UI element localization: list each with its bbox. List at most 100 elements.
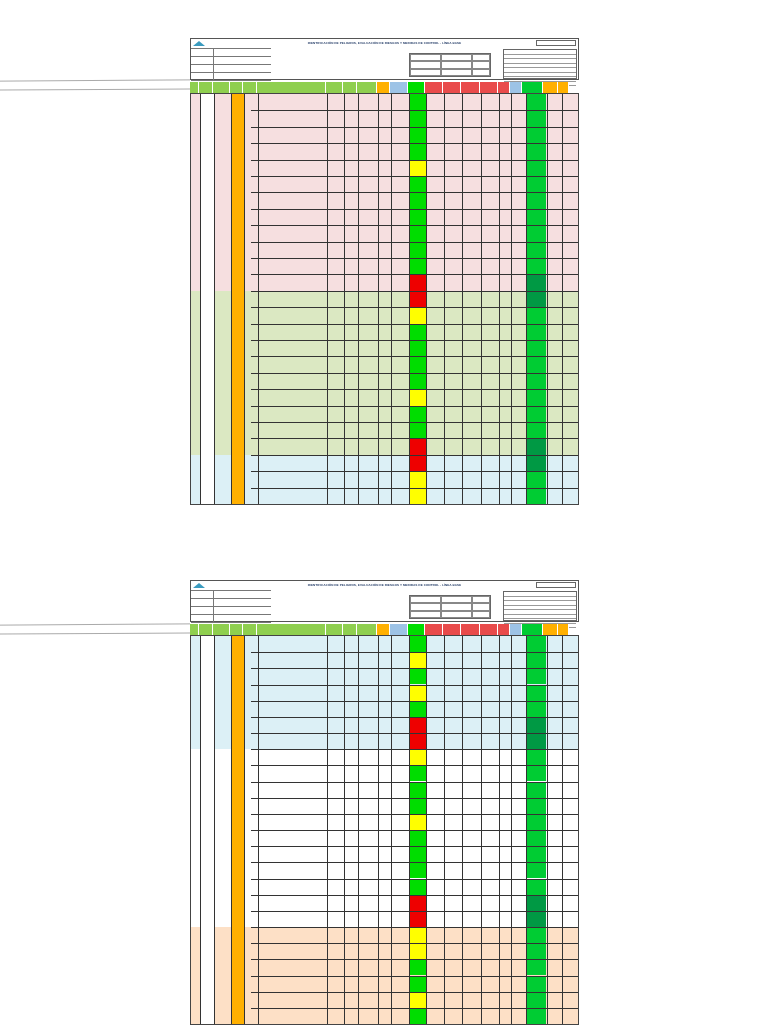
- row-divider: [251, 668, 578, 670]
- risk-level-cell: [409, 274, 426, 291]
- residual-risk-cell: [526, 636, 546, 653]
- residual-risk-cell: [526, 830, 546, 847]
- row-divider: [251, 1007, 578, 1009]
- risk-level-cell: [409, 668, 426, 685]
- sheet-header: IDENTIFICACIÓN DE PELIGROS, EVALUACIÓN D…: [190, 580, 579, 628]
- column-divider: [444, 94, 445, 504]
- column-divider: [426, 636, 427, 1024]
- risk-level-cell: [409, 781, 426, 798]
- column-divider: [409, 94, 410, 504]
- column-divider: [258, 94, 259, 504]
- row-divider: [251, 765, 578, 767]
- risk-level-cell: [409, 176, 426, 193]
- risk-level-cell: [409, 813, 426, 830]
- company-logo-icon: [193, 583, 205, 588]
- risk-level-cell: [409, 225, 426, 242]
- row-divider: [251, 274, 578, 276]
- risk-level-cell: [409, 192, 426, 209]
- risk-level-cell: [409, 405, 426, 422]
- row-divider: [251, 975, 578, 977]
- column-divider: [378, 94, 379, 504]
- risk-level-cell: [409, 733, 426, 750]
- row-divider: [251, 700, 578, 702]
- row-divider: [251, 862, 578, 864]
- company-logo-icon: [193, 41, 205, 46]
- row-divider: [251, 830, 578, 831]
- risk-level-cell: [409, 258, 426, 275]
- column-divider: [562, 94, 563, 504]
- residual-risk-cell: [526, 274, 546, 291]
- residual-risk-cell: [526, 225, 546, 242]
- residual-risk-cell: [526, 389, 546, 406]
- residual-risk-cell: [526, 471, 546, 488]
- row-divider: [251, 307, 578, 308]
- column-divider: [462, 94, 463, 504]
- residual-risk-cell: [526, 110, 546, 127]
- column-divider: [547, 636, 548, 1024]
- column-divider: [231, 636, 232, 1024]
- residual-risk-cell: [526, 94, 546, 111]
- sheet-title: IDENTIFICACIÓN DE PELIGROS, EVALUACIÓN D…: [307, 583, 462, 587]
- row-divider: [251, 192, 578, 194]
- risk-level-cell: [409, 830, 426, 847]
- column-divider: [526, 94, 527, 504]
- row-divider: [251, 910, 578, 912]
- connector-line-2: [0, 88, 191, 91]
- row-divider: [251, 454, 578, 456]
- residual-risk-cell: [526, 797, 546, 814]
- column-divider: [499, 636, 500, 1024]
- residual-risk-cell: [526, 241, 546, 258]
- risk-level-cell: [409, 389, 426, 406]
- risk-level-cell: [409, 894, 426, 911]
- risk-level-cell: [409, 991, 426, 1008]
- row-divider: [251, 813, 578, 815]
- process-column: [200, 94, 214, 504]
- residual-risk-cell: [526, 878, 546, 895]
- residual-risk-cell: [526, 422, 546, 439]
- row-divider: [251, 422, 578, 423]
- column-divider: [258, 636, 259, 1024]
- risk-matrix-table: [190, 93, 579, 505]
- residual-risk-cell: [526, 668, 546, 685]
- row-divider: [251, 781, 578, 783]
- risk-level-cell: [409, 438, 426, 455]
- document-code-box: [536, 40, 576, 46]
- row-divider: [251, 176, 578, 177]
- residual-risk-cell: [526, 813, 546, 830]
- row-divider: [251, 110, 578, 112]
- residual-risk-cell: [526, 356, 546, 373]
- row-divider: [251, 749, 578, 750]
- risk-level-cell: [409, 684, 426, 701]
- column-divider: [244, 636, 245, 1024]
- residual-risk-cell: [526, 765, 546, 782]
- risk-level-cell: [409, 290, 426, 308]
- column-divider: [481, 94, 482, 504]
- column-divider: [200, 94, 201, 504]
- risk-level-cell: [409, 943, 426, 960]
- residual-risk-cell: [526, 372, 546, 390]
- risk-level-cell: [409, 716, 426, 733]
- row-divider: [251, 438, 578, 440]
- risk-level-cell: [409, 307, 426, 324]
- legend-box: [503, 591, 577, 628]
- row-divider: [251, 389, 578, 390]
- residual-risk-cell: [526, 927, 546, 944]
- row-divider: [251, 878, 578, 880]
- residual-risk-cell: [526, 290, 546, 308]
- risk-level-cell: [409, 454, 426, 472]
- risk-level-cell: [409, 143, 426, 160]
- approval-grid: [409, 595, 491, 619]
- column-divider: [214, 636, 215, 1024]
- process-column: [200, 636, 214, 1024]
- row-divider: [251, 927, 578, 928]
- residual-risk-cell: [526, 781, 546, 798]
- column-divider: [462, 636, 463, 1024]
- residual-risk-cell: [526, 862, 546, 879]
- row-divider: [251, 323, 578, 325]
- risk-level-cell: [409, 487, 426, 504]
- residual-risk-cell: [526, 652, 546, 669]
- activity-band-2: [191, 749, 578, 927]
- risk-level-cell: [409, 94, 426, 111]
- risk-level-cell: [409, 241, 426, 258]
- risk-level-cell: [409, 927, 426, 944]
